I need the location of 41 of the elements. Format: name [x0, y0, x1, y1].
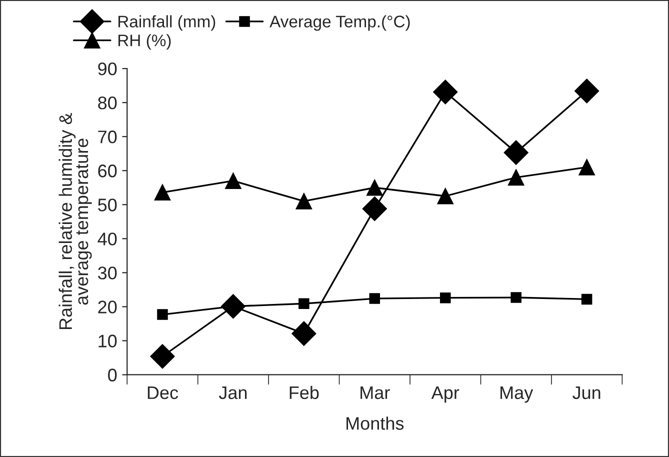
legend-label: RH (%)	[118, 34, 171, 50]
point	[510, 292, 522, 303]
x-tick-label: Dec	[148, 386, 178, 400]
y-tick-label: 40	[98, 232, 117, 246]
point	[296, 193, 312, 210]
point	[366, 179, 383, 196]
x-tick-label: May	[500, 386, 534, 403]
point	[150, 344, 175, 369]
legend-label: Rainfall (mm)	[118, 15, 216, 31]
point	[508, 169, 524, 186]
point	[298, 298, 310, 310]
y-tick-label: 60	[98, 164, 117, 178]
y-tick-label: 90	[98, 62, 117, 76]
point	[154, 184, 171, 201]
point	[292, 321, 316, 346]
y-tick-label: 30	[98, 266, 117, 280]
y-tick-label: 0	[108, 368, 117, 382]
x-axis-title: Months	[346, 416, 404, 430]
x-tick-label: Mar	[360, 386, 390, 400]
point	[574, 78, 600, 104]
point	[578, 159, 595, 176]
y-tick-label: 80	[98, 96, 117, 110]
x-tick-label: Jun	[572, 386, 600, 400]
x-tick-label: Jan	[218, 386, 247, 400]
y-tick-label: 10	[98, 334, 117, 348]
x-tick-label: Apr	[431, 386, 460, 403]
y-tick-label: 70	[98, 130, 117, 144]
point	[157, 309, 168, 320]
point	[433, 80, 458, 104]
point	[440, 292, 451, 304]
y-tick-label: 20	[98, 300, 117, 314]
x-tick-label: Feb	[290, 386, 319, 400]
point	[504, 140, 528, 165]
legend-label: Average Temp.(°C)	[270, 15, 410, 31]
y-tick-label: 50	[98, 198, 117, 212]
point	[225, 172, 242, 189]
point	[369, 293, 380, 304]
point	[581, 294, 592, 305]
point	[437, 188, 454, 204]
y-axis-title: Rainfall, relative humidity & average temperature	[58, 113, 92, 330]
point	[362, 196, 387, 222]
